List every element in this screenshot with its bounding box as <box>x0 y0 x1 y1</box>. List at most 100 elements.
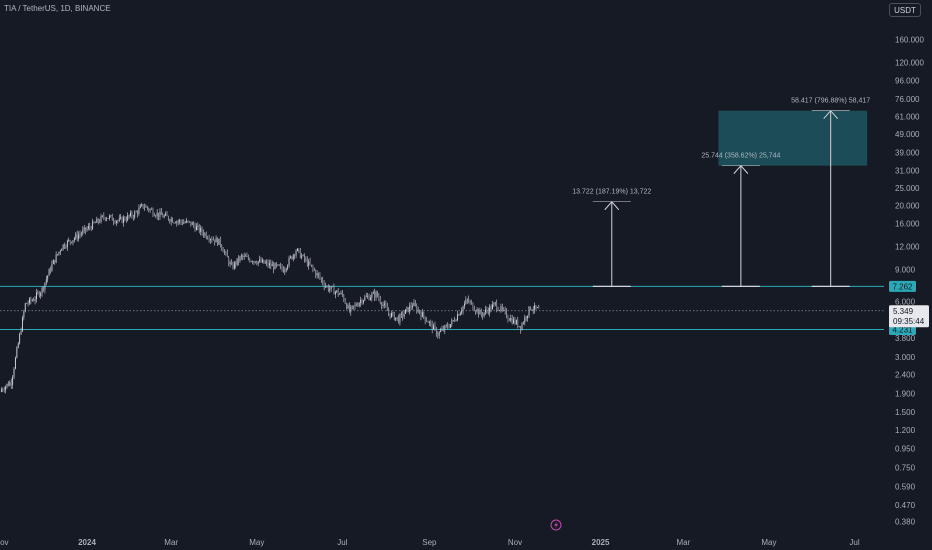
candle-body <box>26 303 28 304</box>
projection-label: 25.744 (358.62%) 25,744 <box>701 153 780 160</box>
candle-body <box>264 262 266 264</box>
candle-body <box>238 258 239 262</box>
candle-body <box>167 216 169 220</box>
candle-body <box>73 238 75 241</box>
target-zone[interactable] <box>718 110 868 166</box>
candle-body <box>89 226 91 228</box>
candle-body <box>493 303 495 305</box>
candle-body <box>54 259 56 263</box>
y-axis-tick-label: 0.470 <box>895 501 916 510</box>
candle-body <box>203 232 204 236</box>
candle-body <box>61 248 63 251</box>
candle-body <box>348 305 350 312</box>
candle-body <box>444 325 446 331</box>
candle-body <box>332 286 334 287</box>
candle-body <box>378 296 380 299</box>
level-price-label: 7.262 <box>892 282 913 291</box>
candle-body <box>510 318 512 321</box>
x-axis-tick-label: Jul <box>849 538 859 547</box>
candle-body <box>407 307 409 312</box>
candle-body <box>403 313 405 317</box>
candle-body <box>82 229 84 234</box>
candle-body <box>137 211 138 214</box>
candle-body <box>160 211 162 215</box>
x-axis-tick-label: 2024 <box>78 538 96 547</box>
lightning-icon[interactable] <box>550 519 562 531</box>
candle-body <box>273 264 275 270</box>
candle-body <box>38 292 40 297</box>
candle-body <box>301 255 303 258</box>
y-axis-tick-label: 0.750 <box>895 464 916 473</box>
candle-body <box>302 254 304 256</box>
candle-body <box>41 287 43 294</box>
candle-body <box>229 262 231 265</box>
candle-body <box>350 306 352 312</box>
candle-body <box>173 222 175 224</box>
candle-body <box>434 325 436 328</box>
candle-body <box>292 254 294 259</box>
candle-body <box>90 227 92 230</box>
candle-body <box>281 265 283 270</box>
candle-body <box>22 317 23 332</box>
candle-body <box>298 248 300 250</box>
candle-body <box>382 304 384 307</box>
candle-body <box>10 382 12 385</box>
candle-body <box>165 213 167 216</box>
projection-arrow[interactable] <box>721 164 760 287</box>
candle-body <box>235 262 237 265</box>
candle-body <box>369 297 371 300</box>
candle-body <box>452 320 454 321</box>
candle-body <box>395 317 397 320</box>
bar-countdown-label: 09:35:44 <box>893 317 925 326</box>
candle-body <box>259 259 261 262</box>
candle-body <box>459 312 461 316</box>
candle-body <box>138 207 140 214</box>
projection-arrow[interactable] <box>592 200 631 287</box>
candle-body <box>268 263 270 266</box>
candle-body <box>51 263 53 271</box>
candle-body <box>125 220 127 221</box>
candle-body <box>256 262 258 264</box>
candle-body <box>535 305 537 308</box>
candle-body <box>311 264 312 266</box>
candle-body <box>174 222 176 224</box>
candle-body <box>5 386 7 391</box>
y-axis-tick-label: 3.000 <box>895 353 916 362</box>
candle-body <box>308 261 310 266</box>
candle-body <box>362 300 364 303</box>
candle-body <box>45 279 47 283</box>
candle-body <box>496 302 498 310</box>
candle-body <box>104 217 106 220</box>
projection-arrow[interactable] <box>811 109 850 287</box>
x-axis-tick-label: 2025 <box>592 538 610 547</box>
candle-body <box>107 218 109 219</box>
currency-button[interactable]: USDT <box>889 3 921 17</box>
candle-body <box>57 254 58 255</box>
candle-body <box>29 298 30 304</box>
candle-body <box>183 222 185 224</box>
candle-body <box>361 300 363 303</box>
candle-body <box>374 292 376 298</box>
candle-body <box>87 226 89 229</box>
candle-body <box>343 294 345 301</box>
candle-body <box>72 240 74 243</box>
y-axis-tick-label: 0.950 <box>895 445 916 454</box>
candle-body <box>198 225 200 232</box>
candle-body <box>381 302 383 307</box>
candle-body <box>172 218 174 223</box>
candle-body <box>92 221 94 230</box>
y-axis-tick-label: 49.000 <box>895 130 920 139</box>
candle-body <box>170 218 172 222</box>
candle-body <box>132 216 134 218</box>
candle-body <box>280 265 282 267</box>
candle-body <box>333 286 335 295</box>
candle-body <box>180 220 182 222</box>
candle-body <box>277 264 279 266</box>
y-axis-tick-label: 16.000 <box>895 219 920 228</box>
candle-body <box>479 310 481 315</box>
candle-body <box>339 293 341 295</box>
candle-body <box>97 218 99 222</box>
candle-body <box>400 313 402 315</box>
x-axis-tick-label: Nov <box>0 538 9 547</box>
